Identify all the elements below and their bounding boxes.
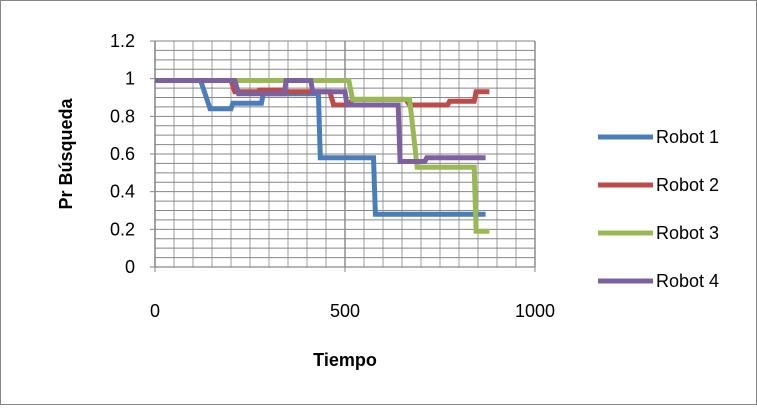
gridlines [154,40,536,268]
x-tick-label: 500 [330,301,360,321]
legend-label: Robot 4 [656,271,719,291]
tick-labels: 0 0.2 0.4 0.6 0.8 1 1.2 0 500 1000 [110,31,555,321]
y-tick-label: 1 [125,69,135,89]
x-tick-label: 0 [150,301,160,321]
y-tick-label: 0.6 [110,144,135,164]
legend-label: Robot 2 [656,175,719,195]
x-axis-title: Tiempo [313,350,377,370]
y-tick-label: 0 [125,257,135,277]
legend-label: Robot 3 [656,223,719,243]
series-line-robot-3 [155,78,490,234]
legend: Robot 1 Robot 2 Robot 3 Robot 4 [598,127,719,291]
y-tick-label: 0.4 [110,182,135,202]
legend-label: Robot 1 [656,127,719,147]
series-line-robot-4 [155,78,486,164]
y-tick-label: 0.8 [110,106,135,126]
y-tick-label: 0.2 [110,219,135,239]
y-tick-label: 1.2 [110,31,135,51]
y-axis-title: Pr Búsqueda [56,98,76,210]
series-lines [155,78,490,234]
x-tick-label: 1000 [515,301,555,321]
series-line-robot-1 [155,78,486,217]
